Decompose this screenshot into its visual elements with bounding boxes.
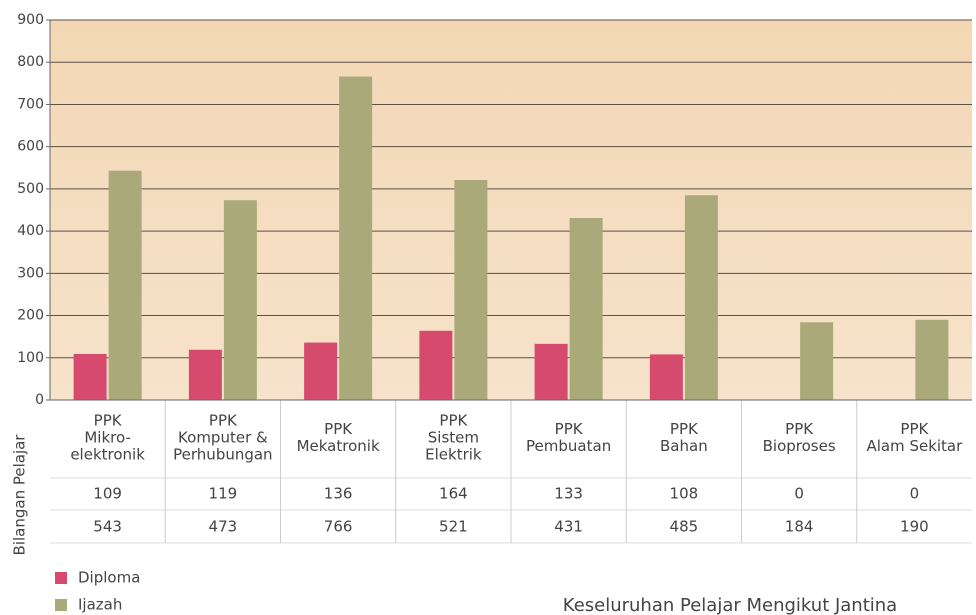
bar [223,200,257,400]
table-value: 164 [439,485,468,503]
bar [569,218,603,400]
y-tick-label: 500 [17,181,44,197]
x-tick-label: PPK [900,420,929,438]
x-tick-label: PPK [439,412,468,430]
y-axis-label: Bilangan Pelajar [11,434,29,556]
table-value: 0 [794,485,804,503]
bar [915,319,949,400]
bar [108,170,142,400]
legend-label: Diploma [78,569,140,587]
bar [454,180,488,400]
chart-title: Keseluruhan Pelajar Mengikut Jantina [563,595,897,615]
table-value: 184 [785,518,814,536]
x-tick-label: PPK [324,420,353,438]
y-tick-label: 900 [17,12,44,28]
table-value: 543 [93,518,122,536]
y-tick-label: 700 [17,96,44,112]
x-tick-label: Perhubungan [173,446,272,464]
table-value: 521 [439,518,468,536]
bar [800,322,834,400]
legend-swatch [55,599,67,611]
y-tick-label: 100 [17,350,44,366]
x-tick-label: Mikro- [84,429,131,447]
legend-swatch [55,572,67,584]
plot-area [50,20,972,400]
x-tick-label: PPK [209,412,238,430]
x-tick-label: Bioproses [763,437,836,455]
x-tick-label: Mekatronik [297,437,380,455]
table-value: 0 [910,485,920,503]
table-value: 485 [670,518,699,536]
x-tick-label: PPK [785,420,814,438]
legend-label: Ijazah [78,596,122,614]
x-tick-label: PPK [555,420,584,438]
bar [684,195,718,400]
table-value: 109 [93,485,122,503]
bar [534,343,568,400]
bar [419,330,453,400]
x-tick-label: Bahan [660,437,708,455]
table-value: 473 [209,518,238,536]
table-value: 431 [554,518,583,536]
bar [649,354,683,400]
x-tick-label: Pembuatan [526,437,611,455]
x-tick-label: Elektrik [425,446,482,464]
y-tick-label: 400 [17,223,44,239]
bar [304,342,338,400]
y-tick-label: 300 [17,265,44,281]
y-tick-label: 0 [35,392,44,408]
bar [339,76,373,401]
table-value: 190 [900,518,929,536]
x-tick-label: PPK [670,420,699,438]
table-value: 108 [670,485,699,503]
y-tick-label: 800 [17,54,44,70]
bar [73,353,107,400]
table-value: 133 [554,485,583,503]
y-tick-label: 200 [17,308,44,324]
table-value: 119 [209,485,238,503]
x-tick-label: Komputer & [178,429,268,447]
table-value: 766 [324,518,353,536]
bar [188,349,222,400]
x-tick-label: Sistem [428,429,479,447]
x-tick-label: PPK [94,412,123,430]
table-value: 136 [324,485,353,503]
y-tick-label: 600 [17,139,44,155]
x-tick-label: elektronik [70,446,145,464]
x-tick-label: Alam Sekitar [866,437,963,455]
